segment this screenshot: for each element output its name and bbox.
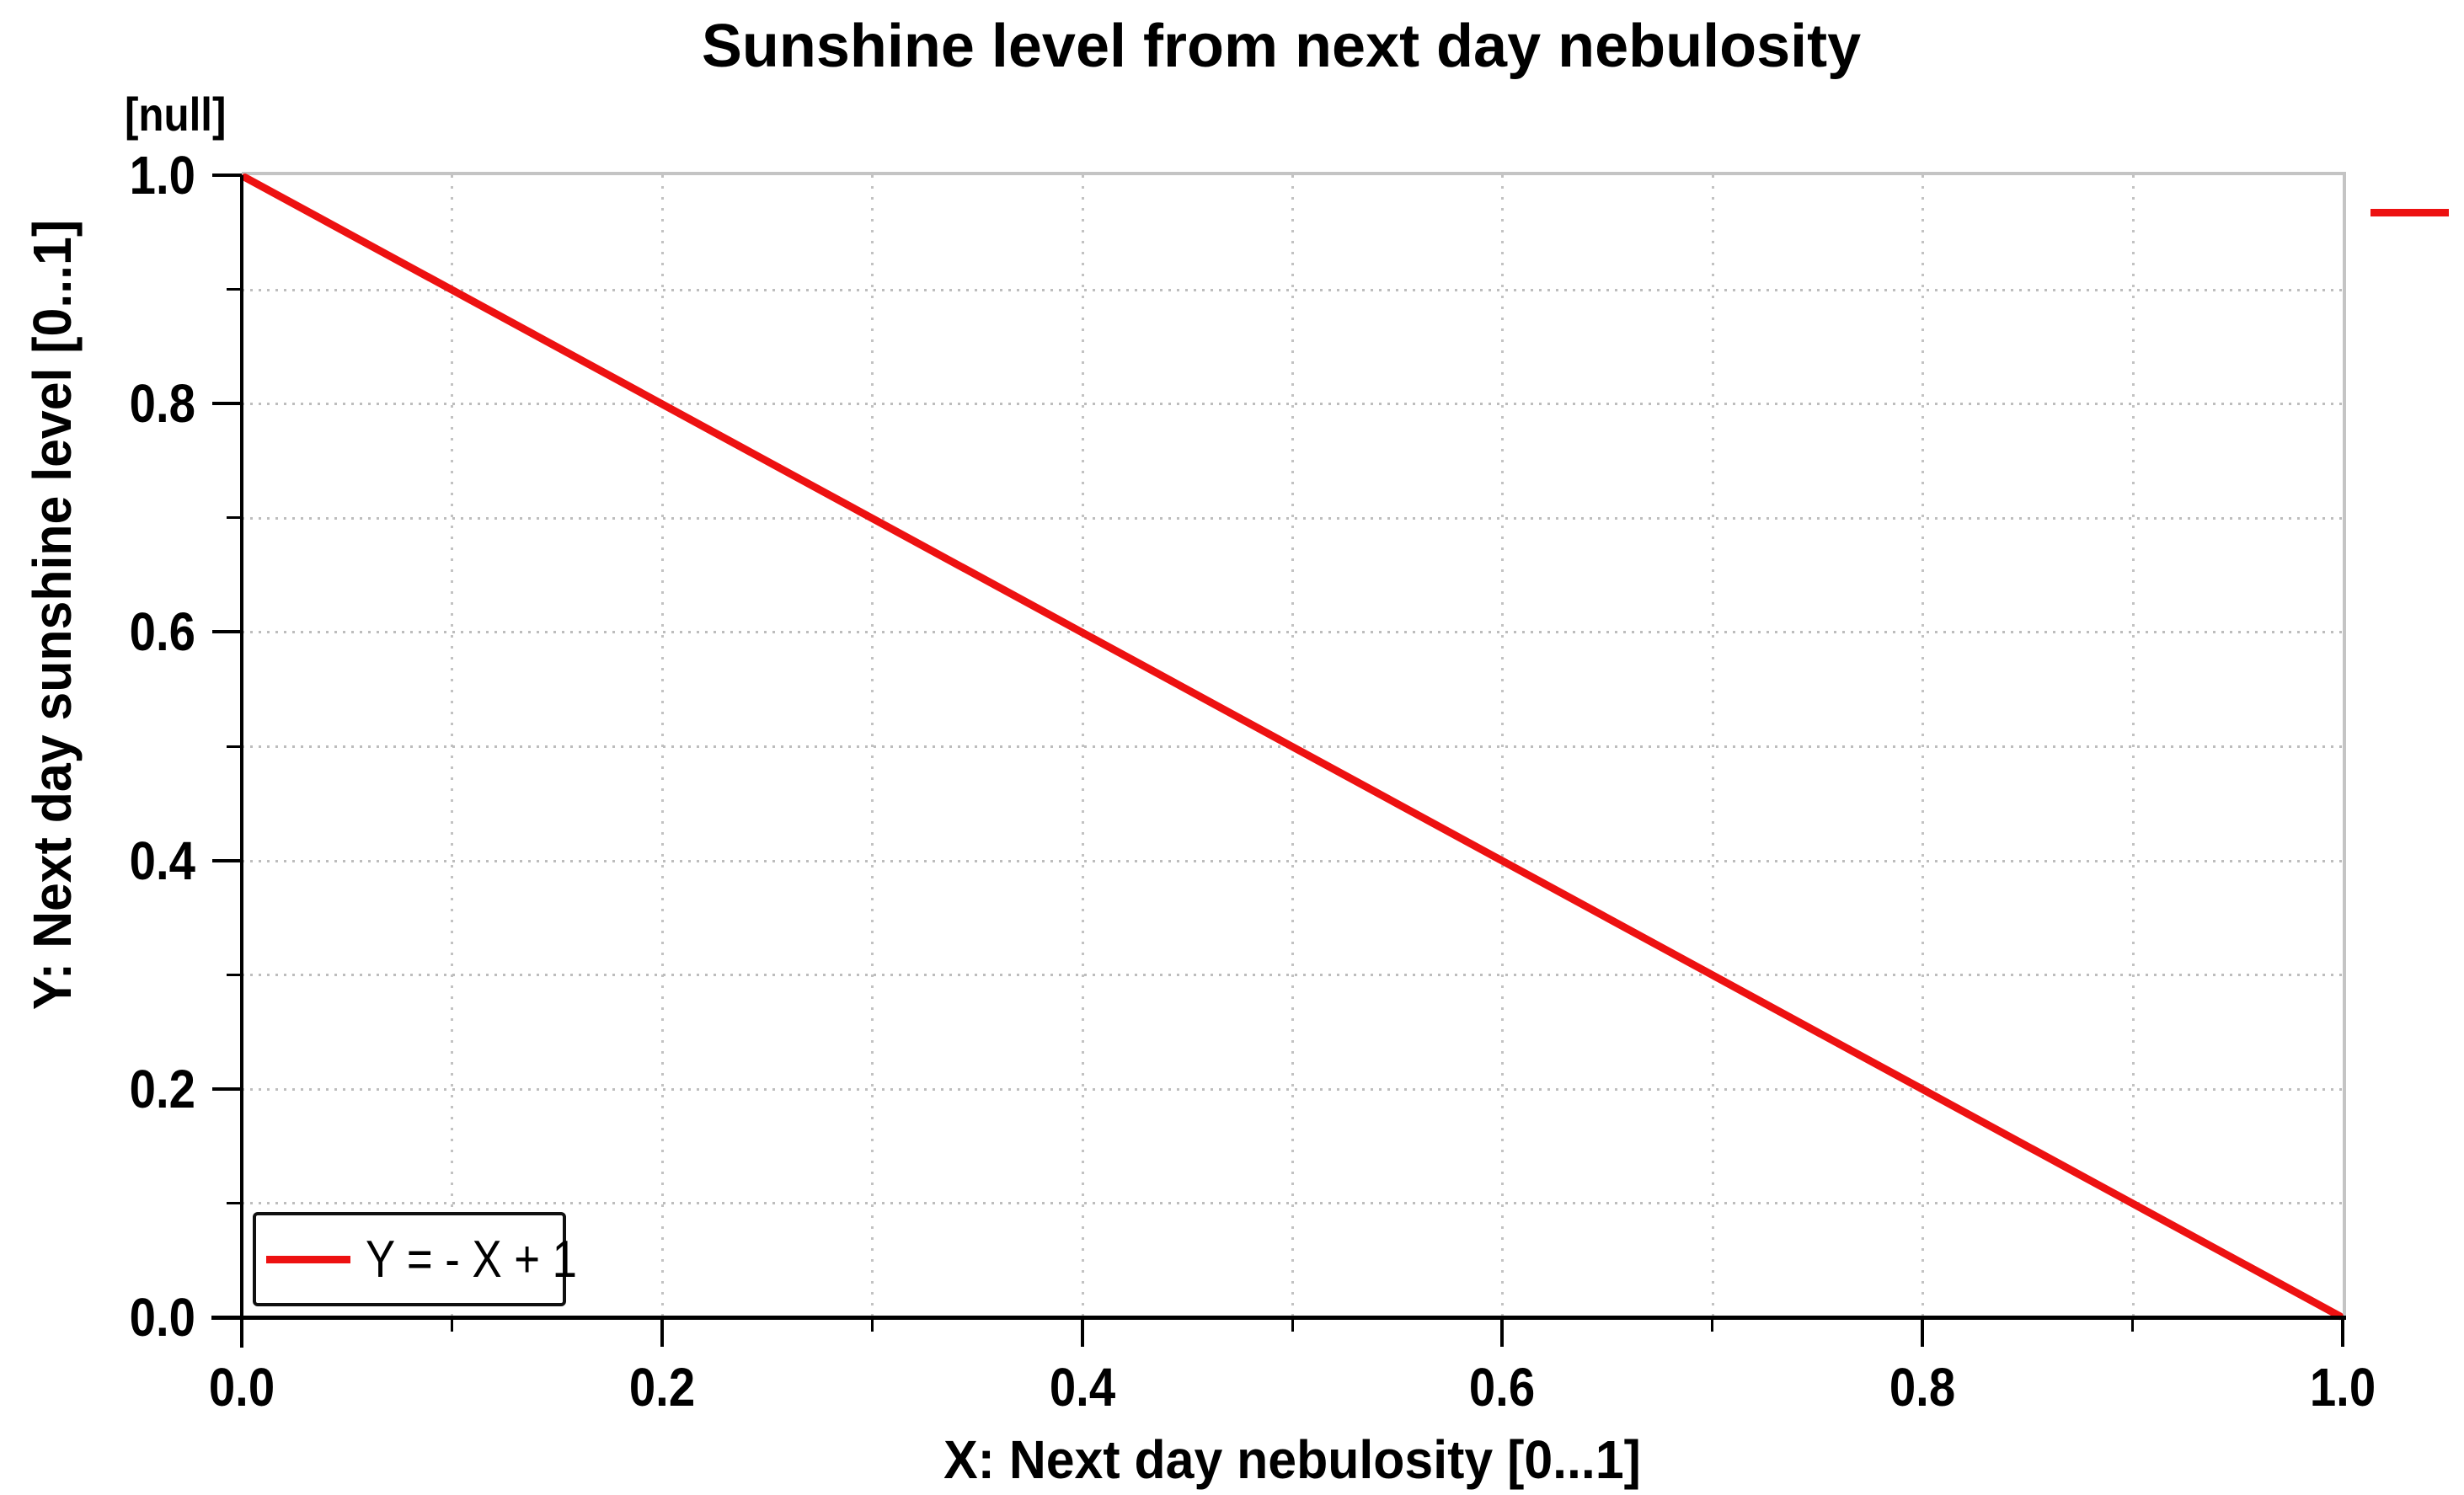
x-axis-line [211,1316,2346,1320]
x-major-tick-0.4 [1080,1317,1084,1347]
y-minor-tick-0.5 [227,745,242,748]
x-tick-label-0.8: 0.8 [1889,1357,1956,1418]
gridline-horizontal-0.2 [242,1087,2343,1091]
outside-legend-line-swatch [2370,209,2449,216]
y-minor-tick-0.3 [227,973,242,976]
legend-box: Y = - X + 1 [253,1212,577,1306]
legend-line-swatch [266,1255,350,1263]
x-tick-label-0.6: 0.6 [1469,1357,1536,1418]
x-minor-tick-0.5 [1291,1317,1294,1332]
plot-border-top [242,172,2346,175]
gridline-horizontal-0.9 [242,288,2343,291]
y-tick-label-0.4: 0.4 [129,830,195,891]
y-major-tick-0.4 [212,858,242,862]
y-major-tick-0.8 [212,402,242,406]
x-minor-tick-0.1 [450,1317,453,1332]
x-axis-title: X: Next day nebulosity [0...1] [943,1429,1641,1490]
gridline-horizontal-0.1 [242,1202,2343,1205]
y-minor-tick-0.7 [227,516,242,520]
x-major-tick-0.0 [240,1317,243,1347]
y-tick-label-0.8: 0.8 [129,373,195,435]
y-axis-unit-label: [null] [125,88,227,141]
chart-title: Sunshine level from next day nebulosity [701,13,1862,80]
x-minor-tick-0.3 [870,1317,874,1332]
x-major-tick-0.2 [660,1317,664,1347]
y-major-tick-0.0 [212,1316,242,1319]
y-tick-label-1.0: 1.0 [129,145,195,206]
gridline-horizontal-0.7 [242,516,2343,520]
y-axis-line [240,175,243,1348]
x-tick-label-1.0: 1.0 [2309,1357,2376,1418]
gridline-horizontal-0.6 [242,631,2343,634]
x-major-tick-0.8 [1921,1317,1925,1347]
y-axis-ticks [212,174,242,1319]
x-major-tick-0.6 [1500,1317,1505,1347]
y-minor-tick-0.9 [227,288,242,291]
y-tick-label-0.2: 0.2 [129,1058,195,1119]
y-tick-label-0.6: 0.6 [129,601,195,663]
x-minor-tick-0.7 [1711,1317,1714,1332]
plot-border-right [2343,172,2346,1317]
x-major-tick-1.0 [2341,1317,2344,1347]
gridline-horizontal-0.8 [242,403,2343,406]
y-major-tick-0.2 [212,1087,242,1091]
x-tick-label-0.0: 0.0 [208,1357,275,1418]
gridline-horizontal-0.4 [242,859,2343,862]
y-axis-tick-labels: 0.0 0.2 0.4 0.6 0.8 1.0 [0,145,195,1348]
legend-series-label: Y = - X + 1 [366,1230,577,1289]
plot-area: Y = - X + 1 [239,172,2345,1321]
y-minor-tick-0.1 [227,1201,242,1204]
gridline-horizontal-0.3 [242,974,2343,977]
y-major-tick-1.0 [212,174,242,177]
y-tick-label-0.0: 0.0 [129,1287,195,1348]
x-minor-tick-0.9 [2131,1317,2135,1332]
x-tick-label-0.2: 0.2 [628,1357,695,1418]
y-major-tick-0.6 [212,630,242,634]
x-tick-label-0.4: 0.4 [1049,1357,1115,1418]
